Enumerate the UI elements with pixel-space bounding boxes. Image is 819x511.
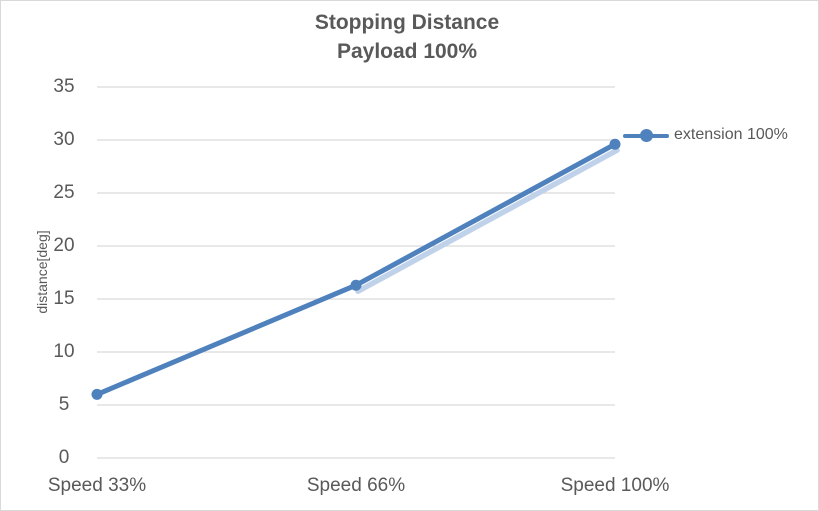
y-tick-label: 30	[53, 129, 75, 150]
y-tick-label: 35	[53, 76, 75, 97]
y-tick-label: 25	[53, 182, 75, 203]
data-point-marker	[350, 279, 362, 291]
y-tick-label: 5	[58, 394, 70, 415]
y-tick-label: 15	[53, 288, 75, 309]
y-tick-label: 0	[58, 447, 70, 468]
chart-title: Stopping Distance Payload 100%	[1, 8, 813, 66]
series-line	[94, 141, 618, 397]
x-tick-label: Speed 33%	[47, 475, 147, 496]
chart-title-line1: Stopping Distance	[314, 11, 500, 34]
data-point-marker	[91, 388, 103, 400]
chart-title-line2: Payload 100%	[336, 40, 478, 63]
legend-dot-icon	[640, 128, 653, 142]
series-glow-line	[355, 147, 620, 294]
legend: extension 100%	[623, 126, 788, 144]
legend-line-marker-icon	[623, 128, 669, 142]
y-tick-label: 10	[53, 341, 75, 362]
x-tick-label: Speed 66%	[306, 475, 406, 496]
data-point-marker	[609, 138, 621, 150]
legend-label: extension 100%	[674, 126, 788, 143]
y-tick-label: 20	[53, 235, 75, 256]
x-tick-label: Speed 100%	[560, 475, 670, 496]
